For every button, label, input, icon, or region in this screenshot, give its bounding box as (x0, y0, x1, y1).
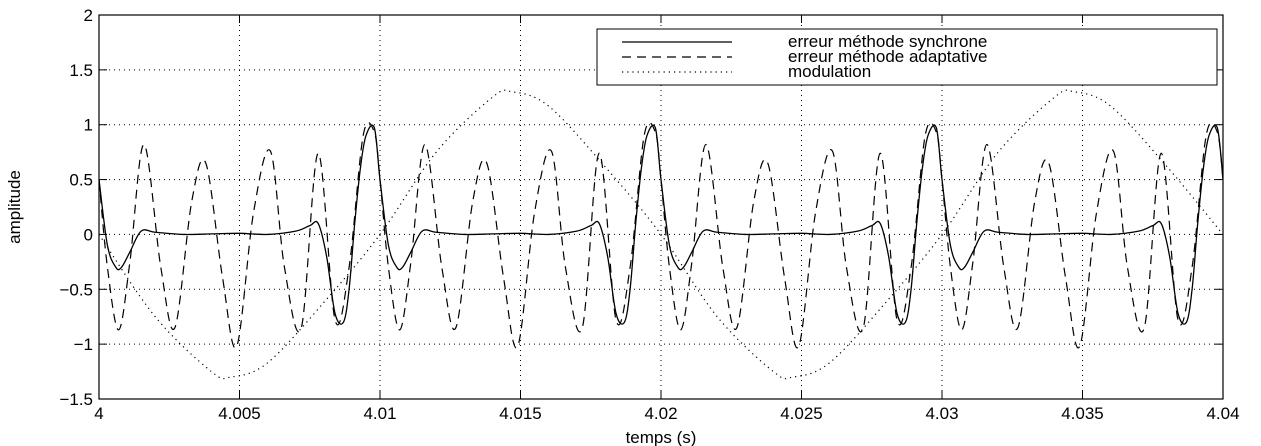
x-tick-label: 4.035 (1061, 404, 1104, 423)
y-axis-label: amplitude (5, 170, 24, 244)
x-axis-label: temps (s) (626, 428, 697, 446)
y-tick-label: 1 (84, 116, 93, 135)
series-layer (99, 89, 1223, 380)
y-tick-label: 2 (84, 6, 93, 25)
legend-label-3: modulation (788, 62, 871, 81)
legend-label-2: erreur méthode adaptative (788, 47, 987, 66)
x-tick-label: 4.03 (925, 404, 958, 423)
y-tick-label: 0.5 (69, 171, 93, 190)
axis-ticks: 4 4.005 4.01 4.015 4.02 4.025 4.03 4.035 4.04 2 1.… (59, 6, 1239, 423)
y-tick-label: −1.5 (59, 390, 93, 409)
x-tick-label: 4 (94, 404, 103, 423)
x-tick-label: 4.025 (780, 404, 823, 423)
x-tick-label: 4.02 (644, 404, 677, 423)
y-tick-label: −1 (74, 335, 93, 354)
y-tick-label: −0.5 (59, 280, 93, 299)
legend-label-1: erreur méthode synchrone (788, 32, 987, 51)
series-line-2 (99, 122, 1223, 349)
x-tick-label: 4.04 (1206, 404, 1239, 423)
x-tick-label: 4.005 (218, 404, 261, 423)
series-line-3 (99, 89, 1223, 380)
y-tick-label: 0 (84, 225, 93, 244)
x-tick-label: 4.015 (499, 404, 542, 423)
x-tick-label: 4.01 (363, 404, 396, 423)
y-tick-label: 1.5 (69, 61, 93, 80)
series-line-1 (99, 124, 1223, 325)
